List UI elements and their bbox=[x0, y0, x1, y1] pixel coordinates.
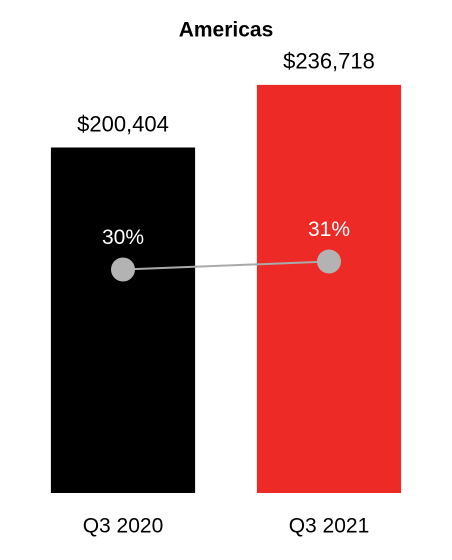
bar-value-label: $236,718 bbox=[283, 49, 375, 74]
line bbox=[122, 260, 330, 271]
line-value-label: 31% bbox=[308, 218, 350, 241]
line-marker bbox=[317, 249, 341, 274]
bar-value-label: $200,404 bbox=[77, 111, 169, 136]
line-marker bbox=[111, 257, 135, 282]
bar bbox=[256, 84, 402, 494]
bar bbox=[50, 147, 196, 493]
chart-title: Americas bbox=[179, 19, 274, 42]
line-value-label: 30% bbox=[102, 226, 144, 249]
x-tick-label: Q3 2021 bbox=[289, 515, 370, 538]
x-tick-label: Q3 2020 bbox=[83, 515, 164, 538]
